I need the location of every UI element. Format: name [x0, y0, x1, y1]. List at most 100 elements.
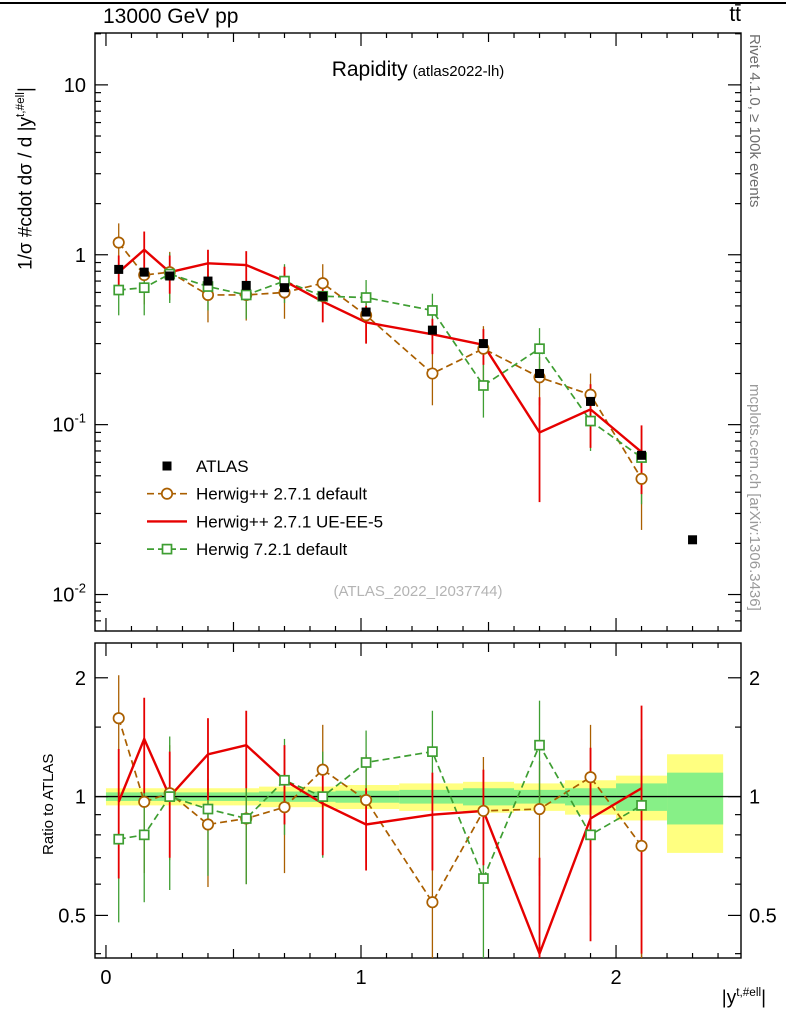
- circle-marker: [316, 277, 329, 290]
- plot-title-main: Rapidity: [331, 58, 408, 81]
- series-line-herwig-2-7-1-ue-ee-5: [117, 735, 643, 957]
- circle-marker: [426, 367, 439, 380]
- analysis-id-watermark: (ATLAS_2022_I2037744): [333, 583, 503, 600]
- x-axis-label: |yt,#ell|: [722, 986, 766, 1009]
- ratio-ytick-label-left: 1: [75, 787, 86, 809]
- square-marker: [138, 282, 150, 294]
- main-ytick-label: 10-2: [52, 581, 86, 607]
- x-tick-label: 2: [610, 967, 621, 989]
- square-marker: [637, 450, 647, 460]
- x-tick-label: 0: [100, 967, 111, 989]
- series-markers-atlas: [114, 264, 647, 460]
- plot-title: Rapidity (atlas2022-lh): [95, 58, 741, 82]
- square-marker: [114, 264, 124, 274]
- circle-marker: [138, 795, 151, 808]
- series-markers-herwig-7-2-1-default: [113, 268, 647, 463]
- ratio-panel-series: [112, 675, 648, 958]
- mcplots-credit: mcplots.cern.ch [arXiv:1306.3436]: [746, 384, 763, 611]
- x-axis-label-post: |: [761, 987, 766, 1009]
- series-line-herwig-2-7-1-default: [118, 242, 643, 480]
- legend-item-herwig-7-2-1-default: Herwig 7.2.1 default: [147, 540, 347, 559]
- square-marker: [139, 267, 149, 277]
- square-marker: [113, 284, 125, 296]
- main-ytick-label: 1: [75, 245, 86, 267]
- ratio-ytick-label-right: 0.5: [749, 905, 777, 927]
- circle-marker: [635, 472, 648, 485]
- legend-item-herwig-2-7-1-default: Herwig++ 2.7.1 default: [147, 485, 367, 504]
- legend-item-herwig-2-7-1-ue-ee-5: Herwig++ 2.7.1 UE-EE-5: [147, 512, 383, 531]
- square-marker: [240, 813, 252, 824]
- square-marker: [534, 343, 545, 355]
- main-ytick-label: 10: [64, 75, 86, 97]
- circle-marker: [635, 839, 648, 852]
- main-ytick-label: 10-1: [52, 411, 86, 437]
- square-marker: [162, 461, 172, 471]
- main-panel-series: [112, 223, 698, 545]
- square-marker: [534, 739, 545, 751]
- circle-marker: [201, 818, 215, 831]
- square-marker: [240, 289, 252, 301]
- square-marker: [203, 276, 213, 286]
- series-markers-herwig-2-7-1-default: [112, 236, 648, 485]
- series-markers-herwig-7-2-1-default: [113, 739, 647, 884]
- circle-marker: [112, 236, 125, 249]
- square-marker: [688, 535, 698, 545]
- square-marker: [586, 396, 596, 406]
- square-marker: [360, 292, 372, 303]
- square-marker: [279, 283, 289, 293]
- square-marker: [478, 339, 488, 349]
- ratio-axis-label: Ratio to ATLAS: [40, 753, 57, 855]
- square-marker: [478, 873, 489, 884]
- circle-marker: [278, 801, 291, 814]
- square-marker: [360, 757, 372, 768]
- circle-marker: [160, 487, 174, 500]
- y-axis-label-sup: t,#ell: [14, 92, 27, 117]
- legend-label: Herwig++ 2.7.1 UE-EE-5: [196, 512, 383, 531]
- rivet-version-note: Rivet 4.1.0, ≥ 100k events: [746, 34, 763, 208]
- y-axis-label: 1/σ #cdot dσ / d |yt,#ell|: [14, 87, 37, 270]
- square-marker: [318, 291, 328, 301]
- top-rule: [0, 2, 786, 4]
- legend: ATLAS Herwig++ 2.7.1 default Herwig++ 2.7.…: [147, 457, 383, 559]
- legend-label: ATLAS: [196, 457, 249, 476]
- square-marker: [202, 803, 214, 815]
- series-line-herwig-2-7-1-ue-ee-5: [117, 248, 643, 453]
- circle-marker: [584, 771, 597, 784]
- x-axis-label-sup: t,#ell: [736, 986, 762, 999]
- axes-and-ticks: 10 1 10-1 10-2 2 2 1 1 0.5 0.5 0 1 2: [52, 32, 777, 989]
- square-marker: [279, 774, 290, 786]
- plot-title-note: (atlas2022-lh): [412, 63, 505, 80]
- square-marker: [165, 271, 175, 281]
- circle-marker: [112, 712, 125, 725]
- legend-item-atlas: ATLAS: [162, 457, 249, 476]
- legend-label: Herwig++ 2.7.1 default: [196, 485, 367, 504]
- square-marker: [427, 305, 438, 316]
- x-axis-label-pre: |y: [721, 987, 737, 1009]
- ratio-ytick-label-right: 2: [749, 668, 760, 690]
- square-marker: [241, 280, 251, 290]
- square-marker: [161, 543, 173, 555]
- square-marker: [317, 791, 329, 802]
- circle-marker: [477, 804, 490, 817]
- green-band-bin: [667, 772, 724, 825]
- square-marker: [585, 829, 596, 841]
- series-line-herwig-7-2-1-default: [118, 273, 643, 459]
- legend-label: Herwig 7.2.1 default: [196, 540, 347, 559]
- process-label: tt̄: [729, 3, 741, 26]
- y-axis-label-post: |: [15, 87, 37, 93]
- beam-energy-label: 13000 GeV pp: [103, 5, 239, 28]
- square-marker: [361, 307, 371, 317]
- circle-marker: [316, 763, 329, 776]
- square-marker: [478, 380, 489, 391]
- ratio-ytick-label-right: 1: [749, 787, 760, 809]
- ratio-ytick-label-left: 0.5: [58, 905, 86, 927]
- x-tick-label: 1: [355, 967, 366, 989]
- square-marker: [636, 800, 647, 811]
- square-marker: [138, 829, 150, 841]
- square-marker: [113, 833, 125, 845]
- square-marker: [585, 415, 596, 427]
- square-marker: [535, 369, 545, 379]
- square-marker: [427, 325, 437, 335]
